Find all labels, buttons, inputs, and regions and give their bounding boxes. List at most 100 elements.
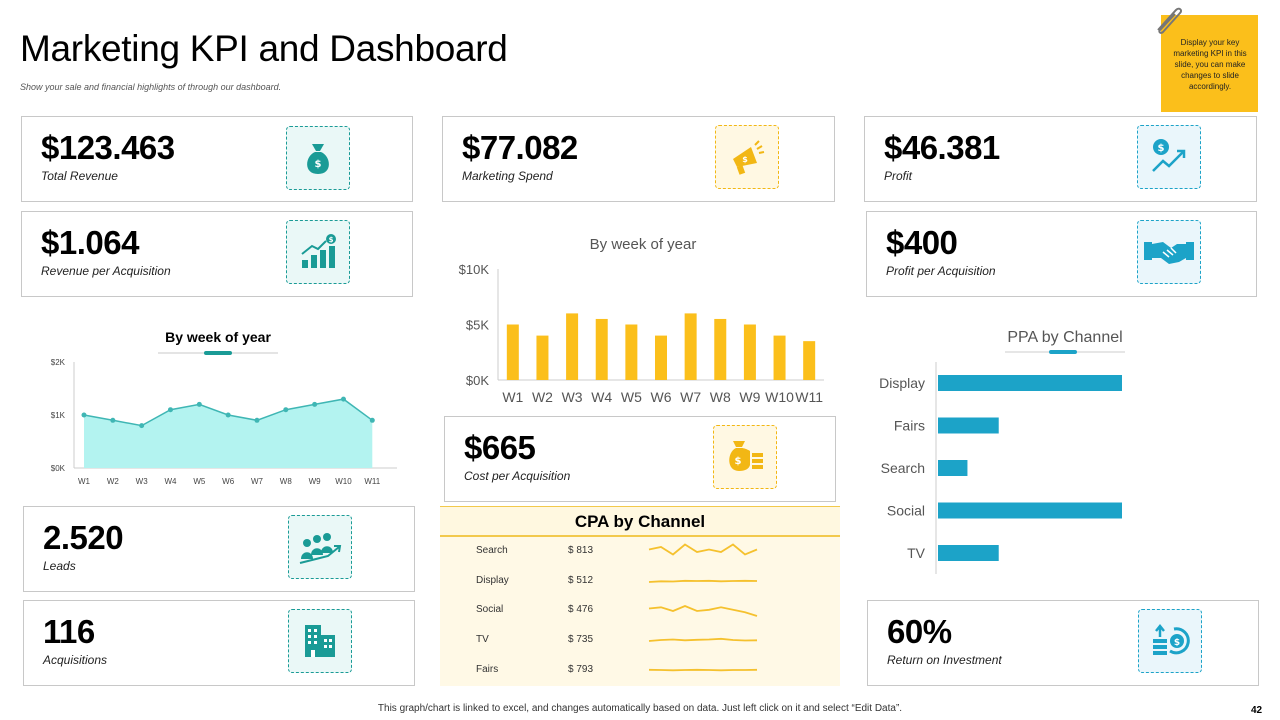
data-point (369, 417, 375, 423)
y-tick-label: $1K (51, 411, 66, 420)
x-tick-label: W1 (502, 389, 523, 405)
handshake-icon (1137, 220, 1201, 284)
y-tick-label: $0K (466, 373, 489, 388)
kpi-value: $1.064 (41, 224, 139, 261)
data-point (110, 417, 116, 423)
footer-note: This graph/chart is linked to excel, and… (377, 703, 903, 714)
x-tick-label: W2 (107, 477, 120, 486)
cpa-channel: Search (476, 545, 508, 556)
kpi-label: Revenue per Acquisition (41, 264, 171, 278)
chart-title: By week of year (590, 236, 697, 253)
cpa-value: $ 793 (568, 664, 594, 675)
kpi-value: $77.082 (462, 129, 578, 166)
people-growth-icon (288, 515, 352, 579)
bar (595, 318, 608, 380)
kpi-card-roi: 60% Return on Investment $ (867, 600, 1259, 686)
x-tick-label: W1 (78, 477, 91, 486)
bar (684, 313, 697, 380)
area-fill (84, 399, 373, 468)
x-tick-label: W11 (795, 389, 823, 405)
ppa-chart: PPA by Channel Display Fairs Search Social TV (879, 329, 1125, 574)
svg-text:$: $ (1158, 143, 1165, 154)
page-subtitle: Show your sale and financial highlights … (20, 82, 282, 92)
cpa-channel: Fairs (476, 664, 499, 675)
kpi-card-cost-per-acquisition: $665 Cost per Acquisition $ (444, 416, 836, 502)
x-tick-label: W8 (710, 389, 731, 405)
svg-text:$: $ (735, 456, 742, 467)
bar (773, 335, 786, 380)
sparkline (648, 605, 758, 617)
table-row: Fairs $ 793 (440, 656, 840, 686)
chart-title: By week of year (165, 329, 271, 345)
money-stack-icon: $ (713, 425, 777, 489)
kpi-card-profit: $46.381 Profit $ (864, 116, 1257, 202)
bar-growth-icon: $ (286, 220, 350, 284)
money-bag-icon: $ (286, 126, 350, 190)
kpi-card-acquisitions: 116 Acquisitions (23, 600, 415, 686)
x-tick-label: W5 (621, 389, 642, 405)
bar (566, 313, 579, 380)
sparkline-path (648, 637, 758, 642)
sparkline-path (648, 543, 758, 556)
sticky-note: Display your key marketing KPI in this s… (1161, 15, 1258, 112)
kpi-label: Cost per Acquisition (464, 469, 571, 483)
data-point (283, 407, 289, 413)
page-title: Marketing KPI and Dashboard (20, 28, 508, 69)
profit-growth-icon: $ (1137, 125, 1201, 189)
bar (938, 502, 1122, 519)
sparkline-path (648, 579, 758, 583)
data-point (225, 412, 231, 418)
x-tick-label: W5 (193, 477, 206, 486)
kpi-value: $123.463 (41, 129, 175, 166)
kpi-card-revenue-per-acquisition: $1.064 Revenue per Acquisition $ (21, 211, 413, 297)
x-tick-label: W9 (309, 477, 322, 486)
bar (938, 375, 1122, 391)
bar (655, 335, 667, 380)
x-tick-label: W3 (136, 477, 149, 486)
table-row: Search $ 813 (440, 537, 840, 567)
y-tick-label: Display (879, 375, 925, 391)
bar (625, 324, 638, 380)
sparkline-path (648, 668, 758, 672)
bar (536, 335, 549, 380)
bar (938, 417, 999, 434)
area-chart: By week of year $0K $1K $2K W1 W2 W3 W4 W5 W6 W7 W8… (51, 329, 397, 486)
kpi-value: 116 (43, 613, 95, 650)
sparkline (648, 668, 758, 672)
bar (938, 545, 999, 561)
svg-text:$: $ (329, 236, 334, 244)
table-row: Social $ 476 (440, 596, 840, 626)
weekly-bar-chart: By week of year $0K $5K $10K W1 W2 W3 W4 W5 W6 W7 W… (459, 236, 824, 405)
x-tick-label: W8 (280, 477, 293, 486)
svg-text:$: $ (742, 155, 748, 164)
svg-text:$: $ (315, 159, 322, 170)
kpi-label: Leads (43, 559, 76, 573)
x-tick-label: W9 (739, 389, 760, 405)
sparkline (648, 637, 758, 642)
y-tick-label: Search (881, 460, 925, 476)
title-accent (1049, 350, 1077, 354)
x-tick-label: W10 (765, 389, 794, 405)
bar (743, 324, 756, 380)
bar (938, 460, 968, 476)
kpi-value: 60% (887, 613, 952, 650)
x-tick-label: W7 (680, 389, 701, 405)
cpa-value: $ 813 (568, 545, 594, 556)
cpa-channel: Display (476, 575, 509, 586)
data-point (196, 401, 202, 407)
kpi-card-profit-per-acquisition: $400 Profit per Acquisition (866, 211, 1257, 297)
kpi-value: $400 (886, 224, 958, 261)
y-tick-label: TV (907, 545, 926, 561)
data-point (312, 401, 318, 407)
x-tick-label: W11 (364, 477, 380, 486)
kpi-label: Marketing Spend (462, 169, 553, 183)
sticky-note-text: Display your key marketing KPI in this s… (1173, 38, 1247, 91)
table-row: TV $ 735 (440, 626, 840, 656)
cpa-value: $ 735 (568, 634, 594, 645)
x-tick-label: W4 (591, 389, 612, 405)
title-accent (204, 351, 232, 355)
data-point (254, 417, 260, 423)
y-tick-label: $5K (466, 318, 489, 333)
cpa-channel: Social (476, 604, 504, 615)
bar (506, 324, 519, 380)
